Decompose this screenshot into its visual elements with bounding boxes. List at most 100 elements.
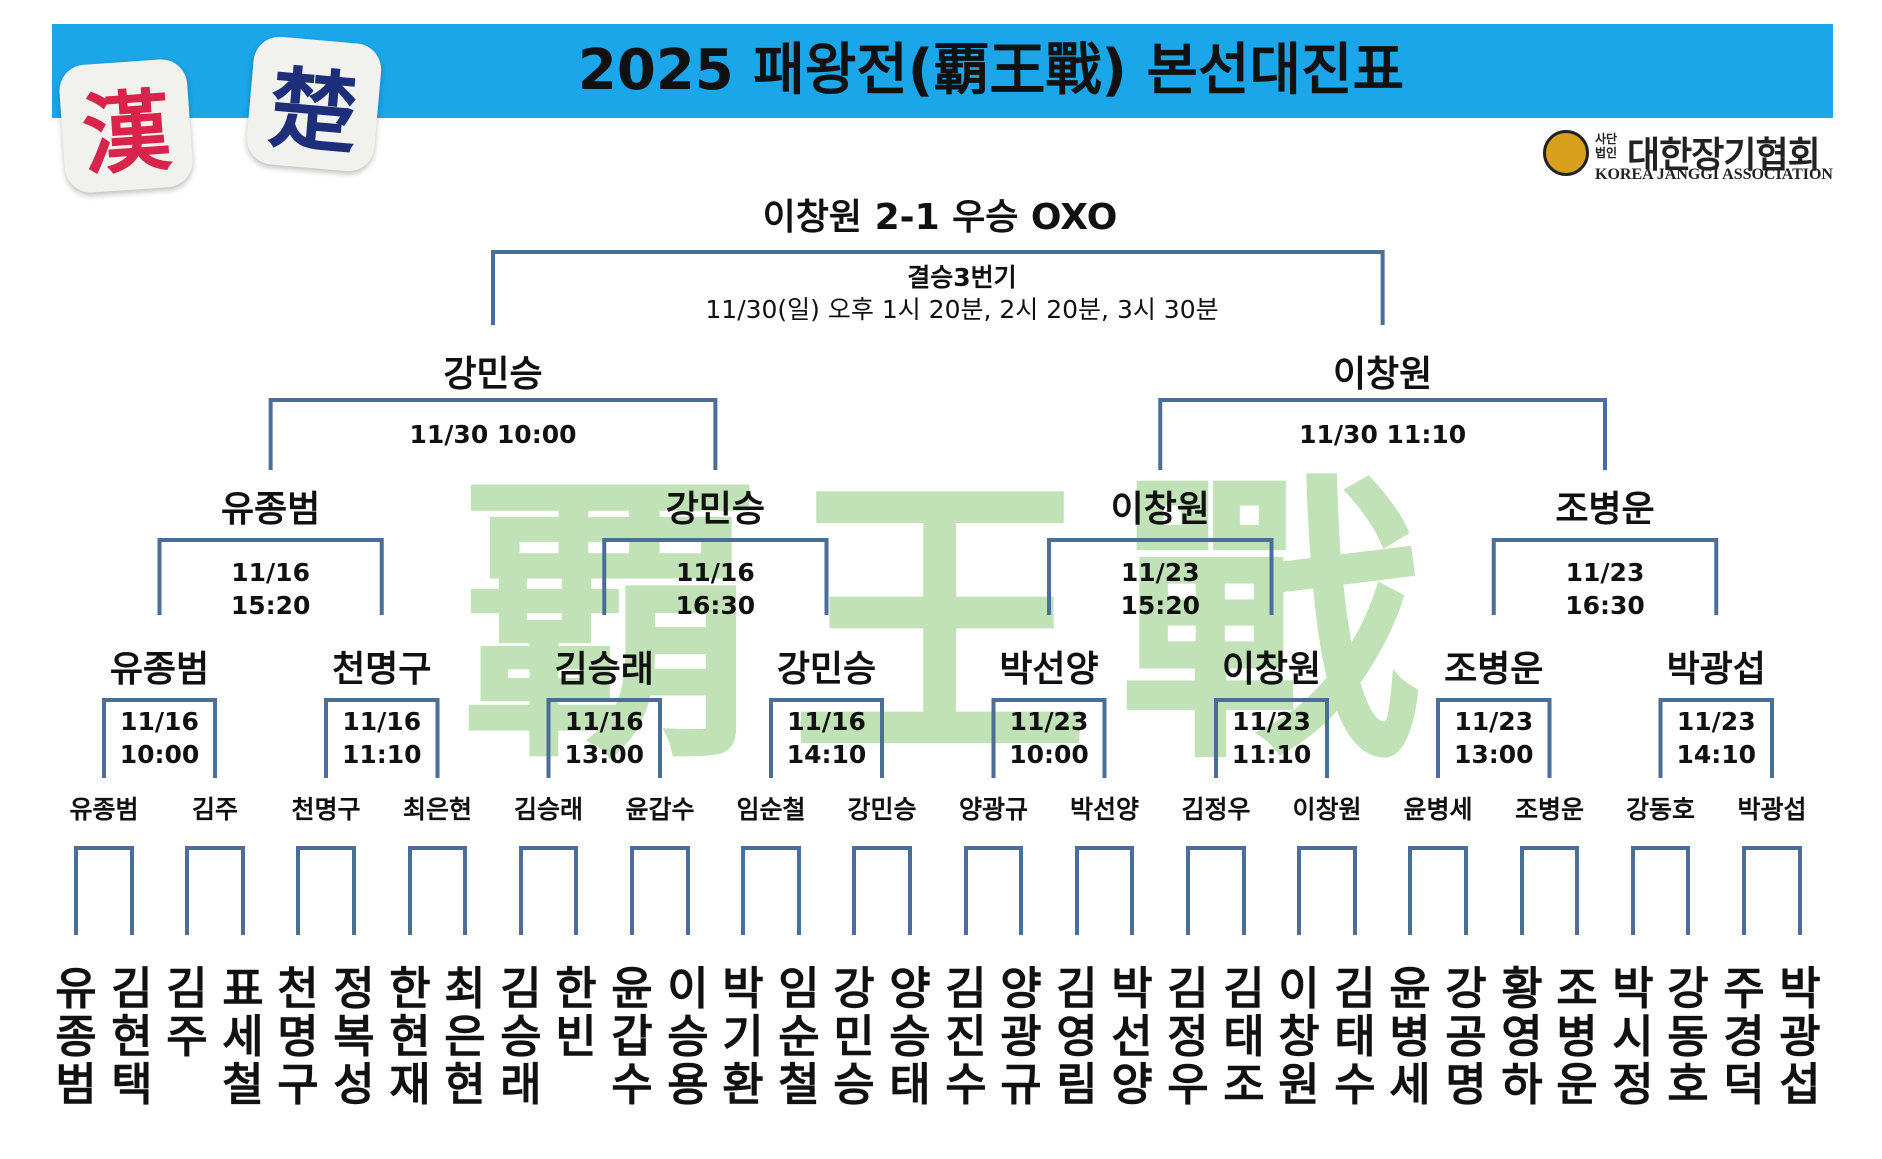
player-name: 김 태 조 [1223,962,1265,1111]
round16-bracket [324,698,440,778]
final-info: 결승3번기 11/30(일) 오후 1시 20분, 2시 20분, 3시 30분 [705,262,1218,326]
player-name: 강 동 호 [1667,962,1709,1111]
quarterfinal-schedule: 11/23 16:30 [1565,558,1645,620]
first-round-bracket [519,846,578,935]
player-name: 한 현 재 [389,962,431,1111]
round16-bracket [546,698,662,778]
first-round-bracket [630,846,690,935]
player-name: 양 승 태 [889,962,931,1111]
quarterfinal-bracket [1491,538,1719,615]
player-name: 이 승 용 [667,962,709,1111]
semifinal-schedule: 11/30 11:10 [1299,420,1467,449]
first-round-bracket [1408,846,1468,935]
round32-winner: 강동호 [1625,795,1696,824]
player-name: 한 빈 [555,962,597,1063]
first-round-bracket [1297,846,1357,935]
final-schedule: 11/30(일) 오후 1시 20분, 2시 20분, 3시 30분 [705,295,1219,324]
quarterfinal-bracket [602,538,829,615]
round32-winner: 조병운 [1514,795,1585,824]
round32-winner: 강민승 [847,795,917,824]
round16-schedule: 11/23 11:10 [1231,707,1312,769]
player-name: 주 경 덕 [1723,962,1765,1111]
semifinal-schedule: 11/30 10:00 [409,420,577,449]
quarterfinal-schedule: 11/16 15:20 [230,558,311,620]
first-round-bracket [1186,846,1246,935]
player-name: 정 복 성 [333,962,375,1111]
player-name: 김 주 [166,962,208,1063]
round32-winner: 김정우 [1181,795,1251,824]
round32-winner: 이창원 [1292,795,1362,824]
round16-bracket [102,698,217,778]
first-round-bracket [1742,846,1802,935]
player-name: 윤 병 세 [1389,962,1431,1111]
player-name: 박 시 정 [1612,962,1654,1111]
player-name: 김 승 래 [500,962,542,1111]
first-round-bracket [852,846,912,935]
quarterfinal-bracket [1047,538,1274,615]
player-name: 이 창 원 [1278,962,1320,1111]
first-round-bracket [1520,846,1579,935]
round16-winner: 조병운 [1444,649,1544,690]
round32-winner: 김승래 [513,795,584,824]
round16-bracket [991,698,1107,778]
round16-winner: 김승래 [554,649,654,690]
player-name: 박 기 환 [722,962,764,1111]
player-name: 유 종 범 [55,962,97,1111]
watermark: 覇王戰 [460,450,1450,799]
round32-winner: 유종범 [69,795,139,824]
semifinal-winner: 강민승 [443,354,543,395]
round16-winner: 이창원 [1221,649,1322,690]
semifinal-bracket [268,398,718,470]
round16-winner: 박광섭 [1666,649,1766,690]
round16-winner: 유종범 [109,649,210,690]
player-name: 강 민 승 [833,962,875,1111]
first-round-bracket [74,846,134,935]
first-round-bracket [296,846,356,935]
player-name: 김 정 우 [1167,962,1209,1111]
player-name: 조 병 운 [1556,962,1598,1111]
quarterfinal-bracket [157,538,384,615]
round16-schedule: 11/23 10:00 [1009,707,1089,769]
round32-winner: 김주 [191,795,239,824]
final-label: 결승3번기 [907,263,1017,292]
round32-winner: 박선양 [1069,795,1140,824]
player-name: 최 은 현 [444,962,486,1111]
semifinal-winner: 이창원 [1332,354,1433,395]
player-name: 천 명 구 [277,962,319,1111]
player-name: 윤 갑 수 [611,962,653,1111]
quarterfinal-schedule: 11/16 16:30 [675,558,756,620]
round32-winner: 천명구 [291,795,361,824]
final-result: 이창원 2-1 우승 OXO [762,197,1118,238]
quarterfinal-schedule: 11/23 15:20 [1120,558,1201,620]
round16-winner: 천명구 [332,649,432,690]
first-round-bracket [964,846,1023,935]
quarterfinal-winner: 조병운 [1555,489,1655,530]
round16-winner: 박선양 [999,649,1099,690]
quarterfinal-winner: 이창원 [1110,489,1210,530]
round16-bracket [1436,698,1552,778]
round16-schedule: 11/16 10:00 [119,707,200,769]
player-name: 김 영 림 [1056,962,1098,1111]
player-name: 양 광 규 [1000,962,1042,1111]
first-round-bracket [408,846,467,935]
round32-winner: 최은현 [402,795,473,824]
round16-schedule: 11/16 14:10 [786,707,867,769]
round32-winner: 임순철 [736,795,806,824]
player-name: 강 공 명 [1445,962,1487,1111]
round32-winner: 윤병세 [1403,795,1473,824]
player-name: 임 순 철 [778,962,820,1111]
association-emblem-icon [1543,130,1589,176]
semifinal-bracket [1158,398,1607,470]
player-name: 박 선 양 [1111,962,1153,1111]
player-name: 김 태 수 [1334,962,1376,1111]
first-round-bracket [185,846,245,935]
round32-winner: 박광섭 [1737,795,1807,824]
association-english-name: KOREA JANGGI ASSOCIATION [1595,166,1833,183]
first-round-bracket [1075,846,1134,935]
first-round-bracket [741,846,801,935]
player-name: 박 광 섭 [1779,962,1821,1111]
quarterfinal-winner: 강민승 [665,489,766,530]
final-bracket [491,250,1385,325]
